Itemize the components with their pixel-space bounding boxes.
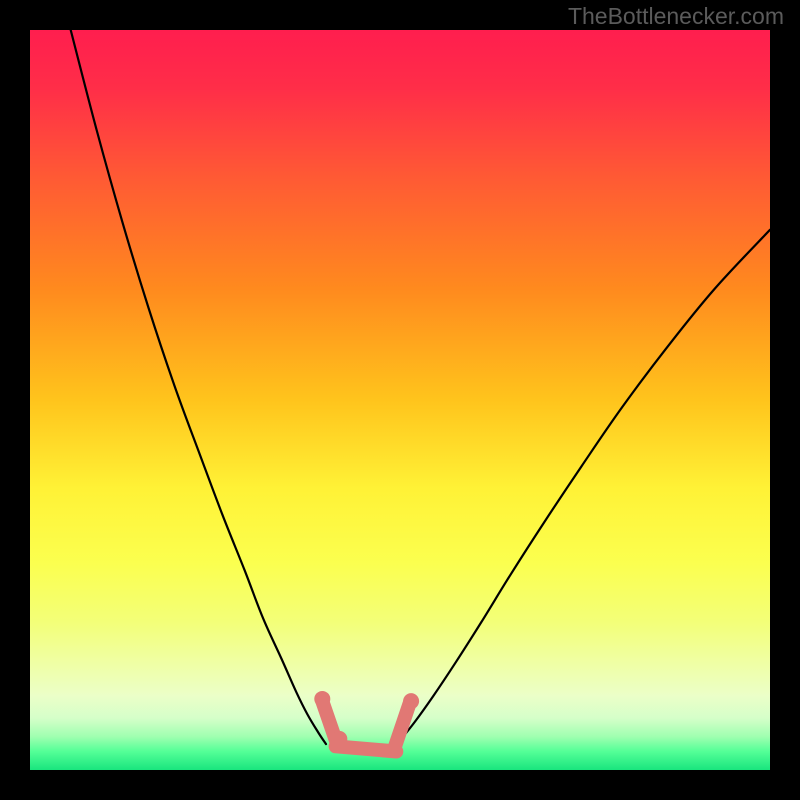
highlight-dot: [331, 731, 347, 747]
gradient-background: [30, 30, 770, 770]
highlight-dot: [403, 693, 419, 709]
plot-svg: [30, 30, 770, 770]
plot-area: [30, 30, 770, 770]
chart-frame: TheBottlenecker.com: [0, 0, 800, 800]
watermark-text: TheBottlenecker.com: [568, 3, 784, 30]
highlight-dot: [314, 691, 330, 707]
